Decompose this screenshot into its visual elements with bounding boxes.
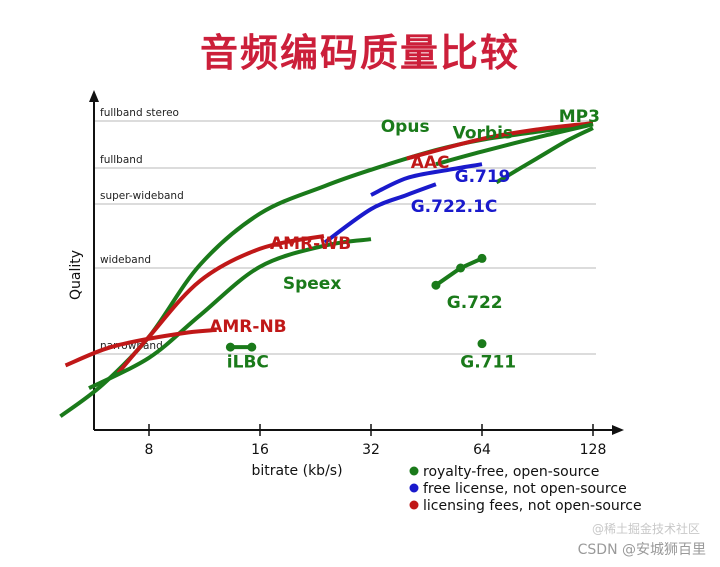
series-line-g-722-1c bbox=[323, 182, 437, 245]
x-tick-label: 16 bbox=[251, 442, 269, 458]
x-tick-label: 32 bbox=[362, 442, 380, 458]
watermark-faint: @稀土掘金技术社区 bbox=[591, 522, 700, 536]
data-point-g-711 bbox=[477, 339, 487, 349]
series-label-amr-nb: AMR-NB bbox=[209, 317, 286, 337]
legend-label: licensing fees, not open-source bbox=[423, 498, 642, 514]
series-label-g-711: G.711 bbox=[460, 352, 516, 372]
level-label-fullband: fullband bbox=[100, 154, 143, 166]
x-tick-label: 64 bbox=[473, 442, 491, 458]
series-line-g-719 bbox=[370, 162, 483, 197]
series-label-vorbis: Vorbis bbox=[453, 123, 513, 143]
watermark: CSDN @安城狮百里 bbox=[577, 542, 706, 558]
page-title: 音频编码质量比较 bbox=[199, 31, 520, 75]
x-axis-title: bitrate (kb/s) bbox=[251, 463, 342, 479]
series-label-aac: AAC bbox=[411, 153, 450, 173]
data-point-ilbc bbox=[225, 342, 235, 352]
series-label-speex: Speex bbox=[283, 274, 341, 294]
level-label-fullband stereo: fullband stereo bbox=[100, 107, 179, 119]
level-label-wideband: wideband bbox=[100, 254, 151, 266]
series-line-mp3 bbox=[495, 126, 594, 185]
series-label-g-722: G.722 bbox=[447, 293, 503, 313]
level-label-narrowband: narrowband bbox=[100, 340, 163, 352]
series-line-amr-wb bbox=[116, 234, 325, 375]
data-point-g-722 bbox=[477, 253, 487, 263]
series-line-aac bbox=[406, 121, 594, 161]
legend-label: free license, not open-source bbox=[423, 481, 627, 497]
series-line-vorbis bbox=[435, 122, 594, 167]
level-label-super-wideband: super-wideband bbox=[100, 190, 184, 202]
y-axis-title: Quality bbox=[68, 250, 84, 300]
legend-label: royalty-free, open-source bbox=[423, 464, 599, 480]
data-point-ilbc bbox=[247, 342, 257, 352]
series-label-opus: Opus bbox=[381, 117, 430, 137]
data-point-g-722 bbox=[456, 263, 466, 273]
legend-marker bbox=[409, 500, 419, 510]
series-label-mp3: MP3 bbox=[559, 107, 600, 127]
data-point-g-722 bbox=[431, 280, 441, 290]
legend-marker bbox=[409, 483, 419, 493]
series-label-amr-wb: AMR-WB bbox=[270, 234, 351, 254]
series-line-amr-nb bbox=[64, 327, 217, 368]
legend-marker bbox=[409, 466, 419, 476]
series-label-g-722-1c: G.722.1C bbox=[411, 197, 498, 217]
series-line-speex bbox=[88, 237, 372, 390]
x-tick-label: 8 bbox=[145, 442, 154, 458]
x-tick-label: 128 bbox=[580, 442, 607, 458]
series-label-g-719: G.719 bbox=[455, 167, 511, 187]
series-label-ilbc: iLBC bbox=[227, 353, 269, 373]
series-line-opus bbox=[59, 121, 594, 418]
